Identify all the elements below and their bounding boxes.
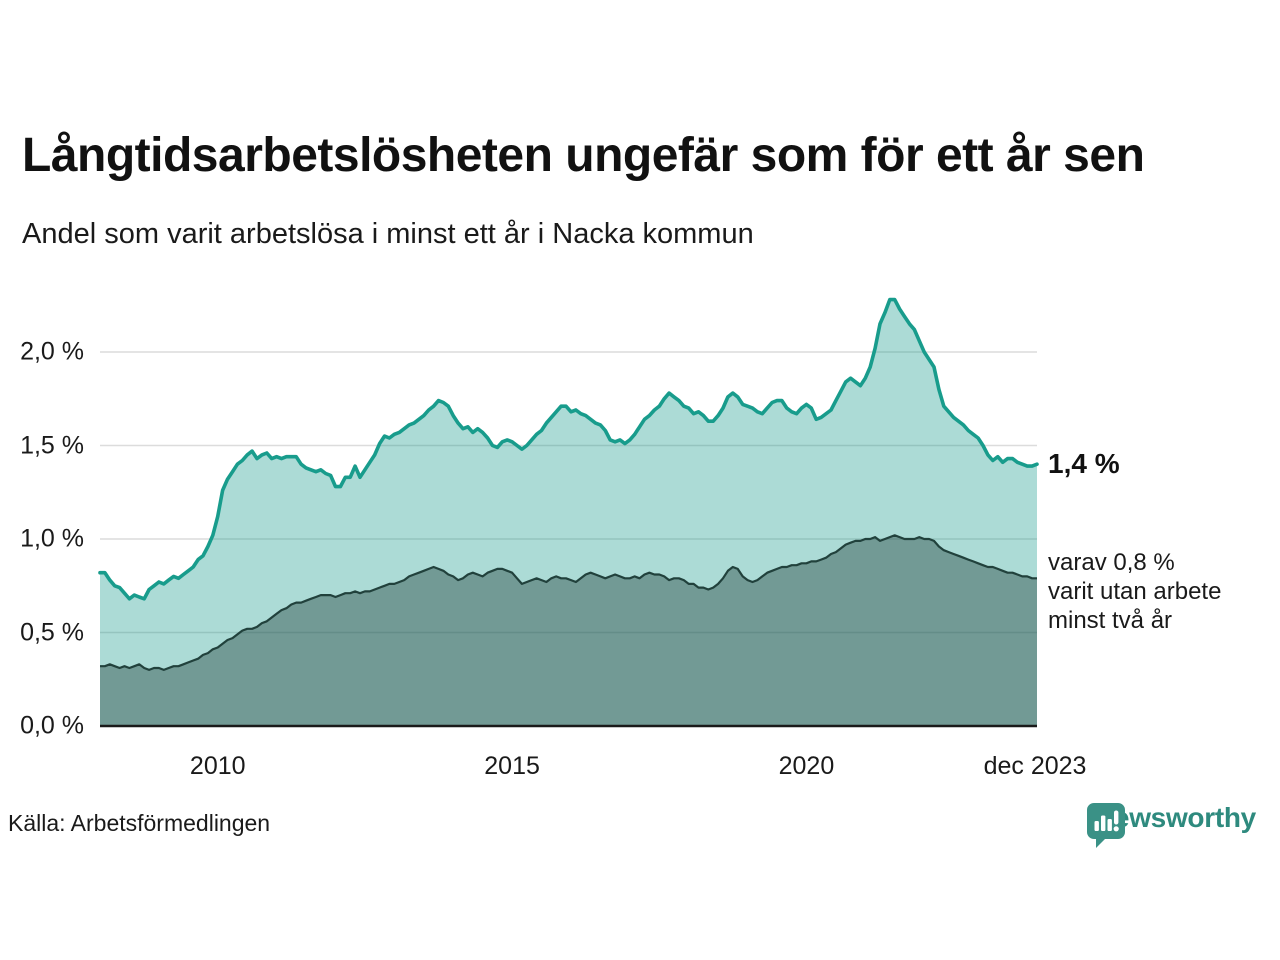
y-tick-label: 0,5 %: [20, 618, 84, 646]
annotation-line: minst två år: [1048, 607, 1173, 635]
latest-value-label: 1,4 %: [1048, 448, 1120, 480]
chart-subtitle: Andel som varit arbetslösa i minst ett å…: [22, 218, 754, 250]
line-two-years: [100, 534, 1037, 671]
source-note: Källa: Arbetsförmedlingen: [8, 810, 271, 836]
x-tick-label: dec 2023: [983, 752, 1087, 780]
y-tick-label: 0,0 %: [20, 711, 84, 740]
annotation-line: varit utan arbete: [1048, 578, 1222, 606]
area-two-years: [100, 535, 1037, 726]
y-tick-label: 1,0 %: [20, 524, 84, 553]
area-total: [100, 299, 1037, 726]
x-tick-label: 2015: [484, 752, 540, 780]
y-tick-label: 1,5 %: [20, 431, 84, 459]
y-tick-label: 2,0 %: [20, 337, 84, 366]
annotation-line: varav 0,8 %: [1048, 549, 1175, 577]
two-year-annotation: varav 0,8 % varit utan arbete minst två …: [1048, 548, 1221, 635]
line-total: [98, 297, 1039, 601]
newsworthy-bubble-icon: [1087, 803, 1125, 848]
x-tick-label: 2020: [778, 752, 835, 780]
x-tick-label: 2010: [189, 752, 246, 780]
chart-title: Långtidsarbetslösheten ungefär som för e…: [22, 129, 1145, 182]
newsworthy-logo: Newsworthy: [1086, 802, 1256, 848]
